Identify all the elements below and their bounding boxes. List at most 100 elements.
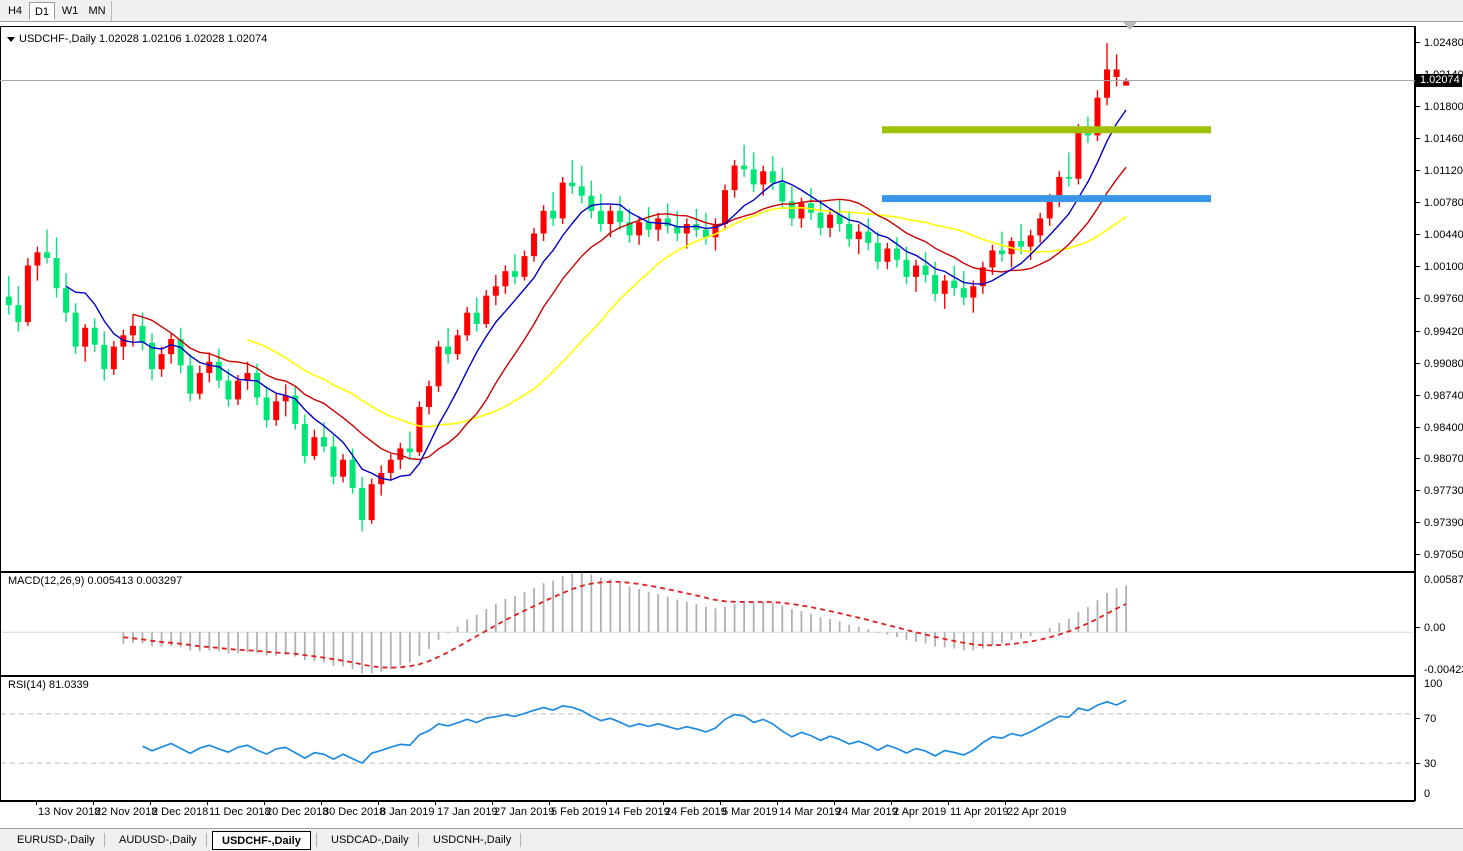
price-chart-panel[interactable]: USDCHF-,Daily 1.02028 1.02106 1.02028 1.… [0, 26, 1415, 572]
price-scale[interactable]: 1.024801.021401.018001.014601.011201.007… [1415, 26, 1463, 572]
candle-body [34, 252, 41, 266]
candle-body [397, 448, 404, 460]
chart-tab-eurusd[interactable]: EURUSD-,Daily [17, 834, 95, 846]
date-tick-mark [150, 801, 151, 805]
price-tick: 1.01120 [1415, 165, 1463, 177]
timeframe-h4[interactable]: H4 [7, 5, 23, 17]
candle-body [664, 218, 671, 226]
candle-body [817, 212, 824, 228]
resistance-line[interactable] [882, 126, 1211, 134]
rsi-header: RSI(14) 81.0339 [6, 679, 91, 691]
chart-tab-audusd[interactable]: AUDUSD-,Daily [119, 834, 197, 846]
chart-tab-usdcnh[interactable]: USDCNH-,Daily [433, 834, 512, 846]
date-tick-label: 11 Apr 2019 [950, 806, 1009, 818]
rsi-tick-label: 0 [1424, 788, 1431, 800]
candle-body [626, 222, 633, 236]
candle-body [922, 265, 929, 275]
date-axis[interactable]: 13 Nov 2018 22 Nov 2018 2 Dec 2018 11 Dec 2… [0, 801, 1463, 827]
top-toolbar: H4 D1 W1 MN [0, 0, 1463, 22]
candle-body [827, 214, 834, 228]
candle-body [387, 459, 394, 473]
candle-body [674, 225, 681, 234]
candle-body [788, 201, 795, 219]
rsi-panel[interactable]: RSI(14) 81.0339 [0, 676, 1415, 801]
candle-body [1027, 235, 1034, 247]
date-tick-mark [378, 801, 379, 805]
date-tick-label: 24 Mar 2019 [836, 806, 898, 818]
candle-body [473, 312, 480, 324]
date-tick-mark [720, 801, 721, 805]
collapse-caret-icon[interactable] [7, 36, 15, 42]
current-price-line [0, 80, 1415, 82]
candle-body [779, 182, 786, 202]
macd-signal-line [123, 580, 1127, 669]
price-tick: 0.99080 [1415, 358, 1463, 370]
macd-scale[interactable]: 0.005873 0.00 -0.004238 [1415, 572, 1463, 676]
candle-body [101, 344, 108, 370]
date-tick-mark [1005, 801, 1006, 805]
candle-body [492, 286, 499, 296]
timeframe-w1[interactable]: W1 [61, 5, 79, 17]
candle-body [502, 271, 509, 287]
candle-body [464, 312, 471, 336]
candle-body [798, 203, 805, 219]
price-tick: 0.98070 [1415, 453, 1463, 465]
candle-body [750, 169, 757, 185]
timeframe-mn[interactable]: MN [88, 5, 106, 17]
candle-body [903, 259, 910, 277]
price-tick-label: 1.00440 [1424, 229, 1463, 242]
macd-panel[interactable]: MACD(12,26,9) 0.005413 0.003297 [0, 572, 1415, 676]
support-line[interactable] [882, 195, 1211, 203]
macd-tick: 0.00 [1415, 622, 1463, 634]
candle-body [616, 210, 623, 223]
date-tick-label: 27 Jan 2019 [494, 806, 555, 818]
candle-body [129, 325, 136, 336]
chart-tab-usdcad[interactable]: USDCAD-,Daily [331, 834, 409, 846]
ma-slow-line [247, 206, 1127, 428]
date-tick-mark [93, 801, 94, 805]
date-tick-mark [891, 801, 892, 805]
date-tick-mark [834, 801, 835, 805]
date-tick-label: 5 Mar 2019 [722, 806, 778, 818]
date-tick-label: 2 Apr 2019 [893, 806, 947, 818]
candle-body [846, 224, 853, 240]
date-tick-label: 30 Dec 2018 [323, 806, 386, 818]
price-tick-label: 1.01460 [1424, 133, 1463, 146]
rsi-scale[interactable]: 100 70 30 0 [1415, 676, 1463, 801]
chart-tab-bar: EURUSD-,Daily AUDUSD-,Daily USDCHF-,Daily U… [0, 828, 1463, 851]
macd-tick-label: 0.00 [1424, 622, 1446, 634]
price-tick-label: 1.02480 [1424, 37, 1463, 50]
date-tick-mark [264, 801, 265, 805]
candle-body [874, 242, 881, 262]
price-tick: 0.98740 [1415, 390, 1463, 402]
candle-body [569, 182, 576, 187]
price-tick-label: 0.98070 [1424, 452, 1463, 465]
candle-body [540, 210, 547, 234]
date-tick-label: 17 Jan 2019 [437, 806, 498, 818]
price-tick-label: 0.97390 [1424, 516, 1463, 529]
candle-body [196, 373, 203, 394]
candle-body [368, 484, 375, 521]
candle-body [607, 210, 614, 225]
candle-body [349, 459, 356, 489]
date-tick-label: 11 Dec 2018 [209, 806, 271, 818]
candle-body [139, 325, 146, 343]
price-tick-label: 0.98400 [1424, 421, 1463, 434]
date-tick-label: 13 Nov 2018 [38, 806, 101, 818]
candle-body [597, 210, 604, 225]
candle-body [168, 339, 175, 355]
price-header-text: USDCHF-,Daily 1.02028 1.02106 1.02028 1.… [19, 33, 268, 45]
ma-fast-line [65, 109, 1127, 481]
price-tick-label: 0.97730 [1424, 484, 1463, 497]
price-tick: 0.99420 [1415, 326, 1463, 338]
candle-body [998, 250, 1005, 255]
chart-area[interactable]: USDCHF-,Daily 1.02028 1.02106 1.02028 1.… [0, 22, 1463, 828]
date-tick-label: 20 Dec 2018 [266, 806, 329, 818]
chart-tab-usdchf[interactable]: USDCHF-,Daily [212, 831, 311, 850]
macd-tick: -0.004238 [1415, 664, 1463, 676]
candle-body [225, 380, 232, 400]
candle-body [1037, 218, 1044, 236]
timeframe-d1[interactable]: D1 [29, 2, 55, 20]
tab-separator [418, 833, 419, 847]
chart-top-marker-icon [1123, 22, 1137, 30]
